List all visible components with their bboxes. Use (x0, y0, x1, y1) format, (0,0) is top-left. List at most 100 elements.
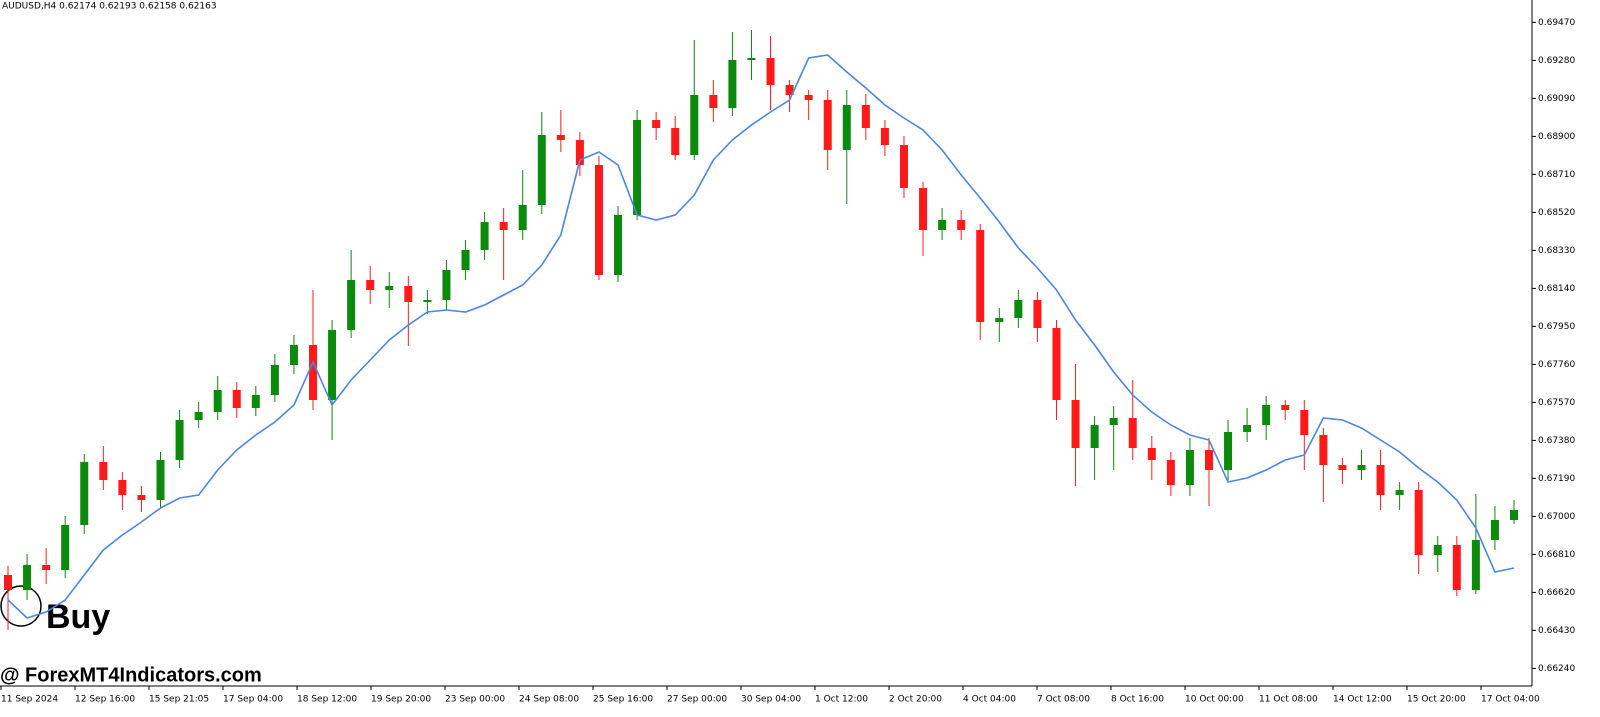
candle-body (1300, 410, 1309, 435)
candle-body (671, 128, 680, 155)
candle-body (1128, 418, 1137, 448)
candle-body (690, 95, 699, 155)
candle-body (594, 165, 603, 275)
candle-body (309, 345, 318, 400)
candle-body (919, 188, 928, 230)
x-tick-label: 30 Sep 04:00 (741, 695, 801, 705)
x-tick-label: 2 Oct 20:00 (889, 695, 942, 705)
candle-body (709, 95, 718, 108)
candle-body (80, 462, 89, 525)
candle-body (1357, 465, 1366, 470)
symbol-header: AUDUSD,H4 0.62174 0.62193 0.62158 0.6216… (2, 2, 217, 12)
candle-body (938, 220, 947, 230)
signal-circle (0, 585, 42, 627)
x-tick-label: 4 Oct 04:00 (963, 695, 1016, 705)
candle-body (1166, 460, 1175, 485)
candle-body (213, 390, 222, 412)
candle-body (61, 525, 70, 570)
y-tick-label: 0.66810 (1538, 550, 1575, 560)
candle-body (1033, 300, 1042, 328)
candle-body (1109, 418, 1118, 425)
candle-body (1338, 465, 1347, 470)
candle-body (1510, 510, 1518, 520)
candle-body (614, 215, 623, 275)
candle-body (270, 365, 279, 395)
candle-body (328, 330, 337, 400)
y-tick-label: 0.67380 (1538, 436, 1575, 446)
candle-body (23, 565, 32, 590)
x-tick-label: 19 Sep 20:00 (371, 695, 431, 705)
candle-body (823, 100, 832, 150)
y-tick-label: 0.69090 (1538, 94, 1575, 104)
candle-body (633, 120, 642, 215)
candle-body (747, 58, 756, 60)
candle-body (480, 222, 489, 250)
candle-body (728, 60, 737, 108)
y-tick-label: 0.67000 (1538, 512, 1575, 522)
x-tick-label: 1 Oct 12:00 (815, 695, 868, 705)
candle-body (118, 480, 127, 495)
candle-body (957, 220, 966, 230)
x-tick-label: 17 Sep 04:00 (223, 695, 283, 705)
candle-body (976, 230, 985, 322)
candle-body (442, 270, 451, 300)
candle-body (1147, 448, 1156, 460)
signal-label: Buy (46, 598, 110, 636)
y-tick-label: 0.68330 (1538, 246, 1575, 256)
candle-body (385, 286, 394, 290)
x-tick-label: 14 Oct 12:00 (1333, 695, 1392, 705)
candle-body (1090, 425, 1099, 448)
x-tick-label: 23 Sep 00:00 (445, 695, 505, 705)
x-tick-label: 10 Oct 00:00 (1185, 695, 1244, 705)
candle-body (1071, 400, 1080, 448)
y-tick-label: 0.68900 (1538, 132, 1575, 142)
candle-body (1185, 450, 1194, 485)
x-tick-label: 24 Sep 08:00 (519, 695, 579, 705)
y-tick-label: 0.69280 (1538, 56, 1575, 66)
candle-body (232, 390, 241, 408)
candle-body (1052, 328, 1061, 400)
candle-body (537, 135, 546, 205)
y-tick-label: 0.69470 (1538, 18, 1575, 28)
candle-body (1490, 520, 1499, 540)
y-tick-label: 0.67190 (1538, 474, 1575, 484)
candle-body (1319, 435, 1328, 465)
candle-body (423, 300, 432, 302)
y-tick-label: 0.68140 (1538, 284, 1575, 294)
y-tick-label: 0.68520 (1538, 208, 1575, 218)
candle-body (99, 462, 108, 480)
candle-body (861, 105, 870, 128)
y-tick-label: 0.66620 (1538, 588, 1575, 598)
candle-body (1395, 490, 1404, 495)
candle-body (556, 135, 565, 140)
candle-body (1281, 405, 1290, 410)
x-tick-label: 8 Oct 16:00 (1111, 695, 1164, 705)
candle-body (42, 565, 51, 570)
candle-body (251, 395, 260, 408)
candle-body (766, 58, 775, 85)
x-tick-label: 7 Oct 08:00 (1037, 695, 1090, 705)
y-tick-label: 0.67950 (1538, 322, 1575, 332)
candle-body (575, 140, 584, 165)
candle-body (652, 120, 661, 128)
candle-body (1224, 432, 1233, 470)
candle-body (137, 495, 146, 500)
candle-body (785, 85, 794, 95)
candle-body (1376, 465, 1385, 495)
candle-body (1414, 490, 1423, 555)
y-tick-label: 0.67760 (1538, 360, 1575, 370)
candle-body (404, 286, 413, 302)
candle-body (804, 95, 813, 100)
candle-body (289, 345, 298, 365)
candle-body (880, 128, 889, 145)
candle-body (4, 575, 12, 590)
candle-body (1433, 545, 1442, 555)
y-tick-label: 0.66430 (1538, 626, 1575, 636)
x-tick-label: 15 Sep 21:05 (149, 695, 209, 705)
candle-body (995, 318, 1004, 322)
y-tick-label: 0.68710 (1538, 170, 1575, 180)
y-tick-label: 0.67570 (1538, 398, 1575, 408)
candle-body (842, 105, 851, 150)
candle-body (1471, 540, 1480, 590)
